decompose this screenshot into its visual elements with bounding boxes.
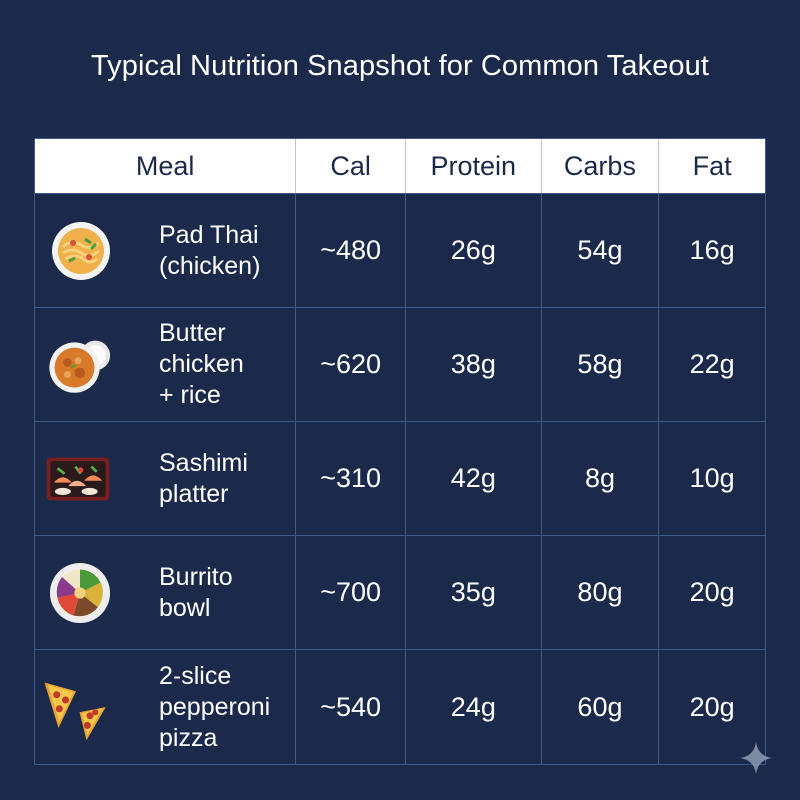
butter-chicken-icon <box>49 330 111 400</box>
cal-value: ~480 <box>296 194 406 307</box>
table-row: Pad Thai (chicken) ~480 26g 54g 16g <box>35 194 765 308</box>
table-row: Butter chicken + rice ~620 38g 58g 22g <box>35 308 765 422</box>
protein-value: 42g <box>406 422 542 535</box>
carbs-value: 58g <box>542 308 660 421</box>
meal-name: Pad Thai (chicken) <box>159 220 261 280</box>
table-header-row: Meal Cal Protein Carbs Fat <box>35 139 765 194</box>
pizza-icon <box>44 672 111 742</box>
header-carbs: Carbs <box>542 139 660 193</box>
sparkle-icon <box>738 740 774 776</box>
protein-value: 26g <box>406 194 542 307</box>
protein-value: 38g <box>406 308 542 421</box>
carbs-value: 60g <box>542 650 660 764</box>
pad-thai-icon <box>51 216 111 286</box>
cal-value: ~700 <box>296 536 406 649</box>
cal-value: ~310 <box>296 422 406 535</box>
carbs-value: 8g <box>542 422 660 535</box>
header-protein: Protein <box>406 139 542 193</box>
cal-value: ~540 <box>296 650 406 764</box>
meal-cell: Butter chicken + rice <box>35 308 297 421</box>
meal-cell: Pad Thai (chicken) <box>35 194 297 307</box>
sashimi-icon <box>46 444 111 514</box>
nutrition-table: Meal Cal Protein Carbs Fat <box>34 138 766 765</box>
meal-name: Butter chicken + rice <box>159 319 244 409</box>
cal-value: ~620 <box>296 308 406 421</box>
meal-name: Burrito bowl <box>159 562 233 622</box>
carbs-value: 54g <box>542 194 660 307</box>
fat-value: 16g <box>689 235 735 265</box>
table-row: Burrito bowl ~700 35g 80g 20g <box>35 536 765 650</box>
table-row: 2-slice pepperoni pizza ~540 24g 60g 20g <box>35 650 765 764</box>
protein-value: 24g <box>406 650 542 764</box>
burrito-bowl-icon <box>49 558 111 628</box>
fat-value: 20g <box>689 577 735 607</box>
header-cal: Cal <box>296 139 406 193</box>
protein-value: 35g <box>406 536 542 649</box>
meal-cell: 2-slice pepperoni pizza <box>35 650 297 764</box>
page-title: Typical Nutrition Snapshot for Common Ta… <box>90 50 710 82</box>
meal-name: Sashimi platter <box>159 448 248 508</box>
fat-value: 10g <box>689 463 735 493</box>
fat-value: 20g <box>689 691 735 722</box>
fat-value: 22g <box>689 349 735 379</box>
header-meal: Meal <box>35 139 297 193</box>
carbs-value: 80g <box>542 536 660 649</box>
meal-cell: Sashimi platter <box>35 422 297 535</box>
table-row: Sashimi platter ~310 42g 8g 10g <box>35 422 765 536</box>
header-fat: Fat <box>692 150 732 181</box>
meal-name: 2-slice pepperoni pizza <box>159 661 271 752</box>
meal-cell: Burrito bowl <box>35 536 297 649</box>
